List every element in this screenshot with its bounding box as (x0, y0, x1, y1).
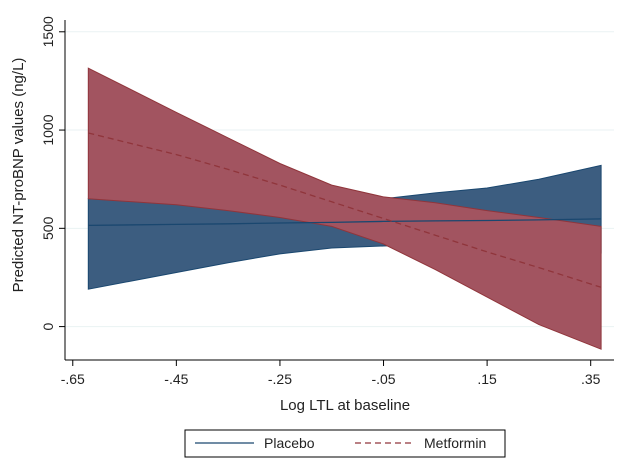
x-tick-label-1: -.45 (164, 371, 188, 387)
y-tick-label-1: 500 (40, 216, 56, 240)
legend: Placebo Metformin (184, 429, 506, 458)
y-tick-label-0: 0 (40, 322, 56, 330)
series-lines (88, 132, 602, 288)
ci-band-metformin (87, 67, 602, 350)
x-axis-ticks: -.65 -.45 -.25 -.05 .15 .35 (61, 360, 601, 387)
y-axis-title: Predicted NT-proBNP values (ng/L) (10, 58, 27, 293)
confidence-bands (87, 67, 602, 350)
legend-label-metformin: Metformin (424, 435, 486, 451)
axes (64, 20, 614, 361)
y-axis-ticks: 0 500 1000 1500 (40, 16, 65, 330)
x-tick-label-2: -.25 (268, 371, 292, 387)
x-tick-label-5: .35 (581, 371, 601, 387)
legend-box (184, 429, 506, 458)
y-tick-label-2: 1000 (40, 114, 56, 145)
y-tick-label-3: 1500 (40, 16, 56, 47)
line-metformin (88, 132, 602, 288)
x-tick-label-0: -.65 (61, 371, 85, 387)
x-axis-title: Log LTL at baseline (280, 397, 410, 414)
x-tick-label-4: .15 (477, 371, 497, 387)
line-placebo (88, 218, 602, 227)
legend-label-placebo: Placebo (264, 435, 315, 451)
x-tick-label-3: -.05 (371, 371, 395, 387)
